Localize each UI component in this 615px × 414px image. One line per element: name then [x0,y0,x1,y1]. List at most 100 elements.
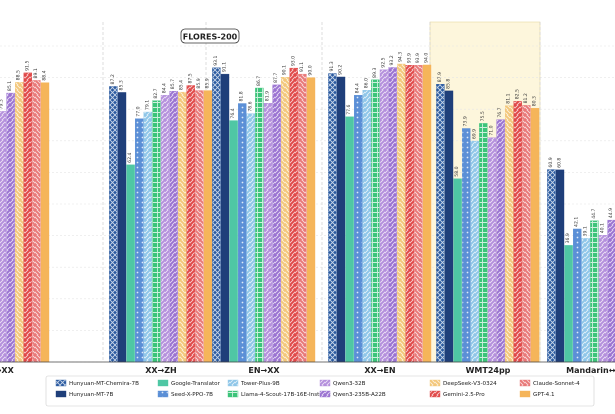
data-label: 89.3 [372,68,378,78]
data-label: 87.7 [273,73,279,83]
bar-mandarin-min-seed-x-ppo-7b [573,228,582,363]
bar-xx-zh-qwen3-32b [160,95,170,363]
bar-xx-zh-claude-sonnet-4 [195,90,204,363]
data-label: 90.1 [282,65,288,75]
data-label: 77.6 [346,104,352,114]
bar-xx-en-google-translator [345,116,354,363]
bar-xx-en-hunyuan-mt-7b [336,76,346,363]
legend-label-hunyuan-mt-7b: Hunyuan-MT-7B [69,392,113,398]
x-tick-label-en-xx: EN→XX [248,366,280,375]
data-label: 79.1 [144,100,150,110]
bar-mandarin-min-qwen3-32b [598,235,608,363]
bar-xx-en-gemini-2-5-pro [405,65,414,363]
data-label: 40.1 [600,223,606,233]
bar-xx-en-llama-4-scout-17b-16e-instruct [371,79,380,363]
legend-label-gemini-2-5-pro: Gemini-2.5-Pro [443,392,485,398]
legend-swatch-hunyuan-mt-chemira-7b [55,379,67,387]
data-label: 79.3 [0,99,5,109]
data-label: 58.0 [454,166,460,176]
data-labels-layer: 88.787.674.380.173.177.379.385.188.591.5… [0,52,614,244]
data-label: 60.8 [557,158,563,168]
data-label: 89.1 [33,68,39,78]
data-label: 93.9 [415,53,421,63]
data-label: 85.9 [205,78,211,88]
data-label: 92.5 [381,57,387,67]
x-tick-label-wmt24pp: WMT24pp [466,366,511,375]
data-label: 81.9 [265,91,271,101]
data-label: 78.6 [247,101,253,111]
bar-en-xx-deepseek-v3-0324 [281,77,290,363]
bar-xx-zh-seed-x-ppo-7b [134,118,144,363]
axis-layer: ZH→XX XX→ZH EN→XX XX→EN WMT24pp Mandarin↔Min [0,361,615,375]
data-label: 85.9 [196,78,202,88]
data-label: 62.4 [127,153,133,163]
data-label: 36.9 [565,233,571,243]
bar-en-xx-gemini-2-5-pro [289,67,298,363]
data-label: 93.1 [213,55,219,65]
data-label: 85.7 [170,79,176,89]
bar-xx-en-hunyuan-mt-chemira-7b [328,73,337,363]
legend-swatch-deepseek-v3-0324 [429,379,441,387]
bar-wmt24pp-qwen3-235b-a22b [496,119,505,363]
data-label: 91.1 [299,62,305,72]
bar-xx-zh-gemini-2-5-pro [186,85,196,363]
bar-en-xx-qwen3-235b-a22b [272,84,281,363]
bar-wmt24pp-claude-sonnet-4 [522,105,531,363]
x-tick-label-xx-en: XX→EN [364,366,395,375]
legend-swatch-llama-4-scout-17b-16e-instruct [227,390,239,398]
data-label: 85.1 [7,81,13,91]
legend-label-qwen3-32b: Qwen3-32B [333,381,366,387]
data-label: 90.0 [308,65,314,75]
bar-xx-en-qwen3-235b-a22b [388,67,397,363]
data-label: 76.7 [497,107,503,117]
data-label: 88.5 [16,70,22,80]
chart-title: FLORES-200 [183,33,238,42]
bar-mandarin-min-hunyuan-mt-7b [555,169,565,363]
bar-en-xx-hunyuan-mt-chemira-7b [212,67,221,363]
bar-en-xx-google-translator [229,120,238,363]
data-label: 86.0 [363,78,369,88]
data-label: 75.5 [480,111,486,121]
data-label: 94.3 [398,52,404,62]
data-label: 84.4 [355,83,361,93]
bar-xx-en-seed-x-ppo-7b [354,95,363,363]
legend-swatch-gemini-2-5-pro [429,390,441,398]
legend-label-llama-4-scout-17b-16e-instruct: Llama-4-Scout-17B-16E-Instruct [241,392,331,398]
x-tick-label-xx-zh: XX→ZH [145,366,177,375]
legend-label-seed-x-ppo-7b: Seed-X-PPO-7B [171,392,213,398]
bar-en-xx-seed-x-ppo-7b [237,103,247,363]
data-label: 73.9 [463,116,469,126]
bar-xx-en-tower-plus-9b [362,90,371,363]
bar-wmt24pp-gemini-2-5-pro [513,101,522,363]
bar-en-xx-qwen3-32b [263,102,273,363]
bar-xx-en-gpt-4-1 [422,64,432,363]
legend-label-gpt-4-1: GPT-4.1 [533,392,555,398]
data-label: 90.2 [338,65,344,75]
data-label: 42.1 [574,217,580,227]
bar-xx-en-qwen3-32b [379,69,389,363]
bar-xx-en-claude-sonnet-4 [414,65,423,363]
legend-label-claude-sonnet-4: Claude-Sonnet-4 [533,381,580,387]
data-label: 44.7 [591,208,597,218]
bar-xx-en-deepseek-v3-0324 [397,63,406,363]
bar-xx-zh-gpt-4-1 [203,90,213,363]
bar-mandarin-min-tower-plus-9b [581,238,590,363]
bar-en-xx-hunyuan-mt-7b [220,73,230,363]
data-label: 94.0 [424,53,430,63]
bar-wmt24pp-hunyuan-mt-chemira-7b [436,84,445,363]
bars-layer [0,63,615,363]
legend-swatch-tower-plus-9b [227,379,239,387]
data-label: 87.5 [187,73,193,83]
data-label: 85.8 [446,79,452,89]
legend-label-hunyuan-mt-chemira-7b: Hunyuan-MT-Chemira-7B [69,381,139,387]
bar-zh-xx-gemini-2-5-pro [23,72,32,363]
bar-xx-zh-llama-4-scout-17b-16e-instruct [152,100,161,363]
legend: Hunyuan-MT-Chemira-7B Hunyuan-MT-7B Google… [45,375,595,407]
data-label: 77.0 [136,106,142,116]
data-label: 86.7 [256,76,262,86]
data-label: 84.4 [162,83,168,93]
bar-xx-zh-tower-plus-9b [143,111,153,363]
bar-mandarin-min-llama-4-scout-17b-16e-instruct [590,220,599,363]
